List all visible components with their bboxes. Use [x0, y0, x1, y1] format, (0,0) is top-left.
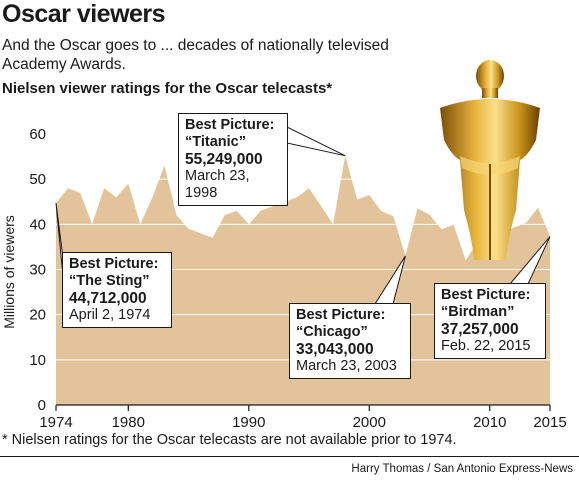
credit-line: Harry Thomas / San Antonio Express-News: [351, 463, 573, 475]
callout-2: Best Picture: “Titanic” 55,249,000 March 23…: [178, 113, 288, 206]
y-tick-label-30: 30: [29, 262, 46, 279]
axis-layer: 0 10 20 30 40 50 60 1974 1980 1990 2000 2010 2015: [29, 126, 566, 431]
callout-date: March 23, 1998: [185, 168, 250, 201]
callout-label: Best Picture:: [185, 117, 275, 133]
callout-viewers: 37,257,000: [441, 321, 519, 338]
callout-date: March 23, 2003: [296, 358, 397, 374]
y-tick-label-40: 40: [29, 216, 46, 233]
callout-film: “Chicago”: [296, 324, 368, 340]
callout-3: Best Picture: “Chicago” 33,043,000 March 23…: [289, 303, 411, 379]
callout-film: “Birdman”: [441, 304, 515, 320]
x-tick-label-1974: 1974: [39, 414, 72, 431]
area-layer: [56, 155, 550, 405]
callout-pointer-2: [286, 126, 346, 157]
callout-date: Feb. 22, 2015: [441, 338, 531, 354]
x-tick-label-2010: 2010: [473, 414, 506, 431]
callout-label: Best Picture:: [69, 256, 159, 272]
x-tick-label-2000: 2000: [353, 414, 386, 431]
divider: [0, 456, 579, 457]
callout-label: Best Picture:: [441, 287, 531, 303]
callout-4: Best Picture: “Birdman” 37,257,000 Feb. 22,…: [434, 283, 546, 359]
callout-label: Best Picture:: [296, 307, 386, 323]
callout-film: “The Sting”: [69, 273, 150, 289]
x-tick-label-1990: 1990: [232, 414, 265, 431]
page-subtitle: And the Oscar goes to ... decades of nat…: [2, 37, 389, 73]
callout-film: “Titanic”: [185, 134, 246, 150]
callout-1: Best Picture: “The Sting” 44,712,000 April …: [62, 252, 172, 328]
y-tick-label-60: 60: [29, 126, 46, 143]
y-tick-label-10: 10: [29, 352, 46, 369]
chart-heading: Nielsen viewer ratings for the Oscar tel…: [2, 80, 333, 97]
y-tick-label-0: 0: [38, 397, 46, 414]
oscar-statuette-illustration: [440, 60, 540, 260]
callout-viewers: 55,249,000: [185, 151, 263, 168]
callout-date: April 2, 1974: [69, 307, 151, 323]
callout-viewers: 44,712,000: [69, 290, 147, 307]
y-tick-label-20: 20: [29, 307, 46, 324]
x-tick-label-2015: 2015: [533, 414, 566, 431]
page-title: Oscar viewers: [2, 0, 166, 28]
y-tick-label-50: 50: [29, 171, 46, 188]
x-tick-label-1980: 1980: [112, 414, 145, 431]
footnote: * Nielsen ratings for the Oscar telecast…: [2, 432, 457, 448]
y-axis-label: Millions of viewers: [1, 215, 17, 329]
viewers-area: [56, 155, 550, 405]
callout-viewers: 33,043,000: [296, 341, 374, 358]
